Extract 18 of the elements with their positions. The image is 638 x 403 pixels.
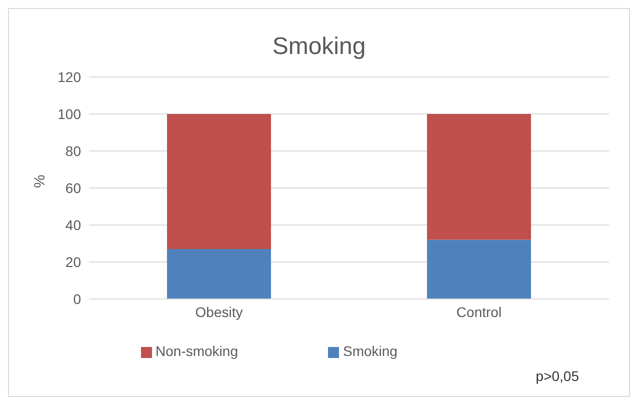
bar — [427, 240, 531, 299]
y-tick-label: 20 — [65, 254, 82, 270]
legend-label: Smoking — [343, 343, 398, 359]
y-axis-title: % — [31, 174, 48, 188]
bar — [167, 114, 271, 250]
bar — [167, 249, 271, 299]
text: p>0,05 — [536, 368, 579, 384]
x-tick-label: Control — [456, 304, 502, 320]
y-tick-label: 120 — [58, 68, 82, 85]
bar — [427, 114, 531, 240]
chart-title: Smoking — [271, 33, 367, 61]
y-tick-label: 60 — [65, 180, 82, 196]
y-tick-label: 0 — [73, 290, 82, 307]
y-tick-label: 100 — [58, 106, 82, 122]
x-tick-label: Obesity — [195, 304, 243, 320]
y-tick-label: 80 — [65, 142, 82, 159]
legend-label: Non-smoking — [156, 343, 238, 359]
y-tick-label: 40 — [65, 216, 82, 233]
